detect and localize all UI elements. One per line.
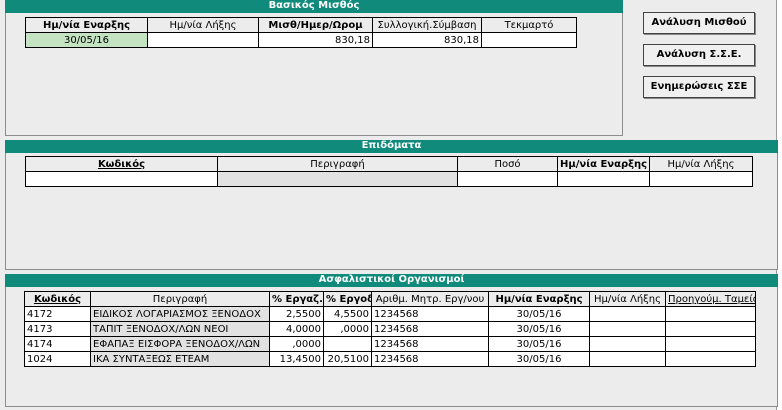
insurance-registry-cell[interactable]: 1234568 [371, 351, 489, 367]
salary-analysis-button[interactable]: Ανάλυση Μισθού [643, 12, 755, 34]
allowances-col-start-date: Ημ/νία Εναρξης [557, 156, 650, 172]
insurance-employer-pct-cell[interactable]: ,0000 [323, 321, 372, 337]
salary-presumptive-cell[interactable] [481, 32, 577, 48]
salary-header-row: Ημ/νία Εναρξης Ημ/νία Λήξης Μισθ/Ημερ/Ωρ… [25, 17, 482, 33]
insurance-employee-pct-cell[interactable]: ,0000 [269, 336, 324, 352]
salary-end-date-cell[interactable] [147, 32, 259, 48]
insurance-end-date-cell[interactable] [589, 336, 666, 352]
allowances-description-cell [217, 171, 458, 187]
insurance-start-date-cell[interactable]: 30/05/16 [488, 336, 590, 352]
insurance-employer-pct-cell[interactable] [323, 336, 372, 352]
salary-section-title: Βασικός Μισθός [5, 0, 623, 13]
insurance-code-cell[interactable]: 4173 [24, 321, 91, 337]
insurance-registry-cell[interactable]: 1234568 [371, 336, 489, 352]
salary-start-date-cell[interactable]: 30/05/16 [25, 32, 148, 48]
insurance-col-start-date: Ημ/νία Εναρξης [488, 291, 590, 307]
salary-col-collective-agreement: Συλλογική.Σύμβαση [372, 17, 482, 33]
allowances-start-date-cell[interactable] [557, 171, 650, 187]
insurance-registry-cell[interactable]: 1234568 [371, 306, 489, 322]
insurance-employer-pct-cell[interactable]: 20,5100 [323, 351, 372, 367]
salary-collective-cell[interactable]: 830,18 [372, 32, 482, 48]
salary-col-wage: Μισθ/Ημερ/Ωρομ [258, 17, 373, 33]
insurance-col-employer-pct: % Εργοδ. [323, 291, 372, 307]
insurance-employee-pct-cell[interactable]: 13,4500 [269, 351, 324, 367]
insurance-employee-pct-cell[interactable]: 2,5500 [269, 306, 324, 322]
sse-updates-button[interactable]: Ενημερώσεις ΣΣΕ [643, 76, 755, 98]
insurance-row[interactable]: 4174 ΕΦΑΠΑΞ ΕΙΣΦΟΡΑ ΞΕΝΟΔΟΧ/ΛΩΝ ,0000 12… [24, 336, 756, 352]
allowances-table: Κωδικός Περιγραφή Ποσό Ημ/νία Εναρξης Ημ… [25, 156, 753, 187]
insurance-code-cell[interactable]: 4174 [24, 336, 91, 352]
insurance-col-registry-number: Αριθμ. Μητρ. Εργ/νου [371, 291, 489, 307]
allowances-col-code: Κωδικός [25, 156, 218, 172]
insurance-end-date-cell[interactable] [589, 321, 666, 337]
insurance-start-date-cell[interactable]: 30/05/16 [488, 351, 590, 367]
insurance-previous-fund-cell[interactable] [665, 351, 756, 367]
allowances-section-title: Επιδόματα [5, 140, 778, 153]
allowances-col-amount: Ποσό [457, 156, 558, 172]
salary-col-start-date: Ημ/νία Εναρξης [25, 17, 148, 33]
allowances-amount-cell[interactable] [457, 171, 558, 187]
salary-row[interactable]: 30/05/16 830,18 830,18 [25, 32, 482, 48]
salary-table-presumptive: Τεκμαρτό [481, 17, 577, 48]
allowances-col-end-date: Ημ/νία Λήξης [649, 156, 753, 172]
allowances-code-cell[interactable] [25, 171, 218, 187]
sse-analysis-button[interactable]: Ανάλυση Σ.Σ.Ε. [643, 44, 755, 66]
insurance-description-cell: ΙΚΑ ΣΥΝΤΑΞΕΩΣ ΕΤΕΑΜ [90, 351, 270, 367]
insurance-previous-fund-cell[interactable] [665, 306, 756, 322]
salary-col-presumptive: Τεκμαρτό [481, 17, 577, 33]
insurance-row[interactable]: 4173 ΤΑΠΙΤ ΞΕΝΟΔΟΧ/ΛΩΝ ΝΕΟΙ 4,0000 ,0000… [24, 321, 756, 337]
insurance-col-previous-fund: Προηγούμ. Ταμείο [665, 291, 756, 307]
insurance-row[interactable]: 1024 ΙΚΑ ΣΥΝΤΑΞΕΩΣ ΕΤΕΑΜ 13,4500 20,5100… [24, 351, 756, 367]
insurance-end-date-cell[interactable] [589, 351, 666, 367]
insurance-row[interactable]: 4172 ΕΙΔΙΚΟΣ ΛΟΓΑΡΙΑΣΜΟΣ ΞΕΝΟΔΟΧ 2,5500 … [24, 306, 756, 322]
insurance-previous-fund-cell[interactable] [665, 336, 756, 352]
insurance-start-date-cell[interactable]: 30/05/16 [488, 306, 590, 322]
insurance-header-row: Κωδικός Περιγραφή % Εργαζ. % Εργοδ. Αριθ… [24, 291, 756, 307]
insurance-registry-cell[interactable]: 1234568 [371, 321, 489, 337]
insurance-start-date-cell[interactable]: 30/05/16 [488, 321, 590, 337]
insurance-description-cell: ΕΦΑΠΑΞ ΕΙΣΦΟΡΑ ΞΕΝΟΔΟΧ/ΛΩΝ [90, 336, 270, 352]
insurance-previous-fund-cell[interactable] [665, 321, 756, 337]
insurance-end-date-cell[interactable] [589, 306, 666, 322]
allowances-col-description: Περιγραφή [217, 156, 458, 172]
insurance-description-cell: ΕΙΔΙΚΟΣ ΛΟΓΑΡΙΑΣΜΟΣ ΞΕΝΟΔΟΧ [90, 306, 270, 322]
salary-table: Ημ/νία Εναρξης Ημ/νία Λήξης Μισθ/Ημερ/Ωρ… [25, 17, 482, 48]
allowances-header-row: Κωδικός Περιγραφή Ποσό Ημ/νία Εναρξης Ημ… [25, 156, 753, 172]
salary-col-end-date: Ημ/νία Λήξης [147, 17, 259, 33]
allowances-end-date-cell[interactable] [649, 171, 753, 187]
allowances-row[interactable] [25, 171, 753, 187]
insurance-section-title: Ασφαλιστικοί Οργανισμοί [5, 274, 778, 287]
salary-wage-cell[interactable]: 830,18 [258, 32, 373, 48]
insurance-col-code: Κωδικός [24, 291, 91, 307]
insurance-col-description: Περιγραφή [90, 291, 270, 307]
insurance-description-cell: ΤΑΠΙΤ ΞΕΝΟΔΟΧ/ΛΩΝ ΝΕΟΙ [90, 321, 270, 337]
insurance-employer-pct-cell[interactable]: 4,5500 [323, 306, 372, 322]
insurance-col-employee-pct: % Εργαζ. [269, 291, 324, 307]
insurance-employee-pct-cell[interactable]: 4,0000 [269, 321, 324, 337]
insurance-code-cell[interactable]: 4172 [24, 306, 91, 322]
insurance-code-cell[interactable]: 1024 [24, 351, 91, 367]
insurance-col-end-date: Ημ/νία Λήξης [589, 291, 666, 307]
insurance-table: Κωδικός Περιγραφή % Εργαζ. % Εργοδ. Αριθ… [24, 291, 756, 367]
